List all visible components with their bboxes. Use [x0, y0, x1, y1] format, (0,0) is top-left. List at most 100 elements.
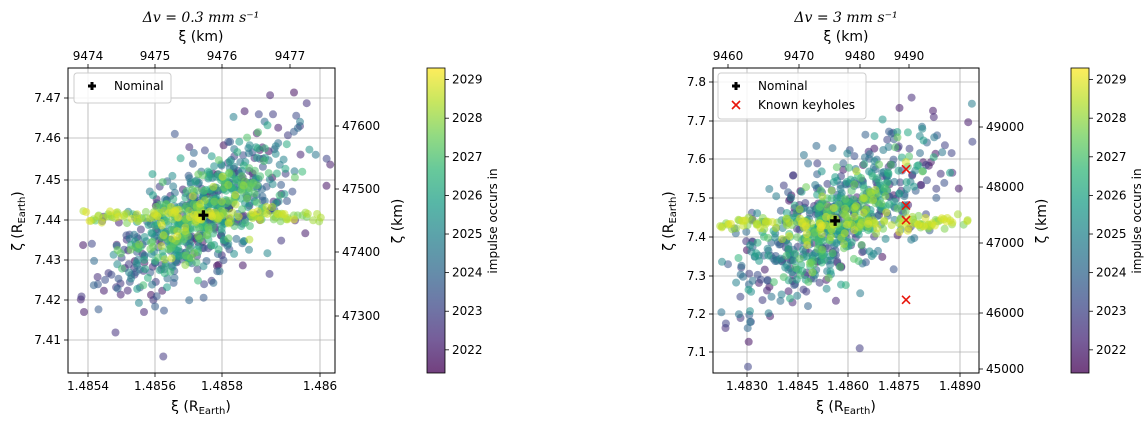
panel-1-top-x-label: ξ (km)	[179, 29, 224, 45]
scatter-point	[256, 216, 265, 225]
scatter-point	[840, 240, 848, 249]
scatter-point	[106, 207, 114, 216]
scatter-point	[843, 220, 851, 229]
scatter-point	[249, 178, 258, 187]
scatter-point	[243, 133, 252, 142]
panel-2-colorbar: 2022 2023 2024 2025 2026 2027 2028 2029	[1070, 67, 1127, 374]
scatter-point	[159, 352, 168, 361]
scatter-point	[263, 209, 272, 218]
scatter-point	[954, 184, 963, 193]
scatter-point	[913, 162, 922, 170]
scatter-point	[903, 128, 912, 137]
scatter-point	[767, 292, 776, 301]
scatter-point	[252, 198, 261, 207]
scatter-point	[804, 277, 813, 286]
scatter-point	[828, 249, 837, 258]
scatter-point	[101, 275, 110, 284]
scatter-point	[210, 162, 219, 171]
right-y-tick-label: 47300	[342, 309, 380, 323]
scatter-point	[859, 194, 868, 203]
scatter-point	[148, 280, 157, 289]
top-x-tick-label: 9480	[845, 49, 876, 63]
scatter-point	[271, 142, 280, 151]
scatter-point	[744, 362, 752, 371]
scatter-point	[744, 337, 753, 346]
colorbar-gradient	[1070, 67, 1090, 374]
colorbar-tick-label: 2026	[1096, 188, 1127, 202]
scatter-point	[818, 192, 827, 201]
scatter-point	[823, 202, 832, 211]
scatter-point	[736, 292, 745, 301]
scatter-point	[894, 166, 903, 175]
scatter-point	[217, 197, 226, 206]
scatter-point	[265, 269, 274, 278]
scatter-point	[756, 224, 765, 233]
scatter-point	[764, 309, 773, 318]
scatter-point	[786, 294, 794, 303]
scatter-point	[134, 298, 143, 307]
scatter-point	[194, 276, 202, 285]
panel-1-colorbar-label: impulse occurs in	[486, 168, 500, 273]
scatter-point	[245, 164, 254, 173]
scatter-point	[210, 197, 219, 206]
colorbar-tick-label: 2022	[452, 343, 483, 357]
scatter-point	[940, 178, 949, 187]
right-y-tick-label: 47400	[342, 245, 380, 259]
scatter-point	[764, 251, 773, 260]
panel-1-plot-frame	[67, 67, 336, 374]
scatter-point	[260, 144, 269, 153]
scatter-point	[224, 234, 233, 243]
y-tick-label: 7.2	[687, 307, 706, 321]
scatter-point	[793, 233, 802, 242]
scatter-point	[204, 223, 213, 232]
x-tick-label: 1.4890	[939, 379, 981, 393]
keyhole-point	[901, 295, 911, 305]
scatter-point	[152, 292, 161, 301]
scatter-point	[290, 173, 299, 182]
scatter-point	[114, 274, 123, 283]
x-tick-label: 1.4854	[67, 379, 109, 393]
panel-2-right-ticks: 45000 46000 47000 48000 49000	[979, 120, 1024, 376]
scatter-point	[260, 157, 268, 165]
scatter-point	[170, 188, 179, 197]
nominal-point	[830, 215, 841, 226]
scatter-point	[199, 186, 208, 195]
scatter-point	[240, 107, 249, 116]
scatter-point	[199, 293, 208, 302]
scatter-point	[940, 141, 949, 150]
scatter-point	[873, 224, 882, 233]
colorbar-tick-label: 2022	[1096, 343, 1127, 357]
scatter-point	[169, 182, 178, 191]
scatter-point	[298, 167, 307, 176]
scatter-point	[734, 254, 743, 262]
scatter-point	[946, 168, 954, 177]
panel-1-colorbar: 2022 2023 2024 2025 2026 2027 2028 2029	[426, 67, 483, 374]
scatter-point	[292, 111, 301, 120]
scatter-point	[736, 270, 745, 279]
scatter-point	[914, 220, 923, 229]
scatter-point	[192, 258, 201, 267]
legend-label: Known keyholes	[758, 98, 855, 112]
scatter-point	[224, 181, 233, 189]
scatter-point	[847, 186, 856, 195]
scatter-point	[157, 242, 166, 251]
scatter-point	[134, 217, 143, 225]
colorbar-tick-label: 2027	[1096, 150, 1127, 164]
scatter-point	[763, 244, 772, 253]
top-x-tick-label: 9476	[207, 49, 238, 63]
legend-box	[73, 72, 172, 104]
scatter-point	[857, 241, 866, 249]
scatter-point	[864, 219, 873, 228]
scatter-point	[746, 307, 754, 316]
scatter-point	[309, 216, 318, 225]
scatter-point	[90, 256, 99, 265]
scatter-point	[272, 169, 281, 178]
scatter-point	[879, 224, 888, 233]
scatter-point	[782, 251, 791, 260]
panel-2-top-x-label: ξ (km)	[824, 29, 869, 45]
panel-1-bottom-ticks: 1.4854 1.4856 1.4858 1.486	[67, 373, 337, 393]
scatter-point	[181, 193, 190, 202]
scatter-point	[263, 249, 272, 258]
scatter-point	[932, 184, 941, 193]
y-tick-label: 7.4	[687, 230, 706, 244]
